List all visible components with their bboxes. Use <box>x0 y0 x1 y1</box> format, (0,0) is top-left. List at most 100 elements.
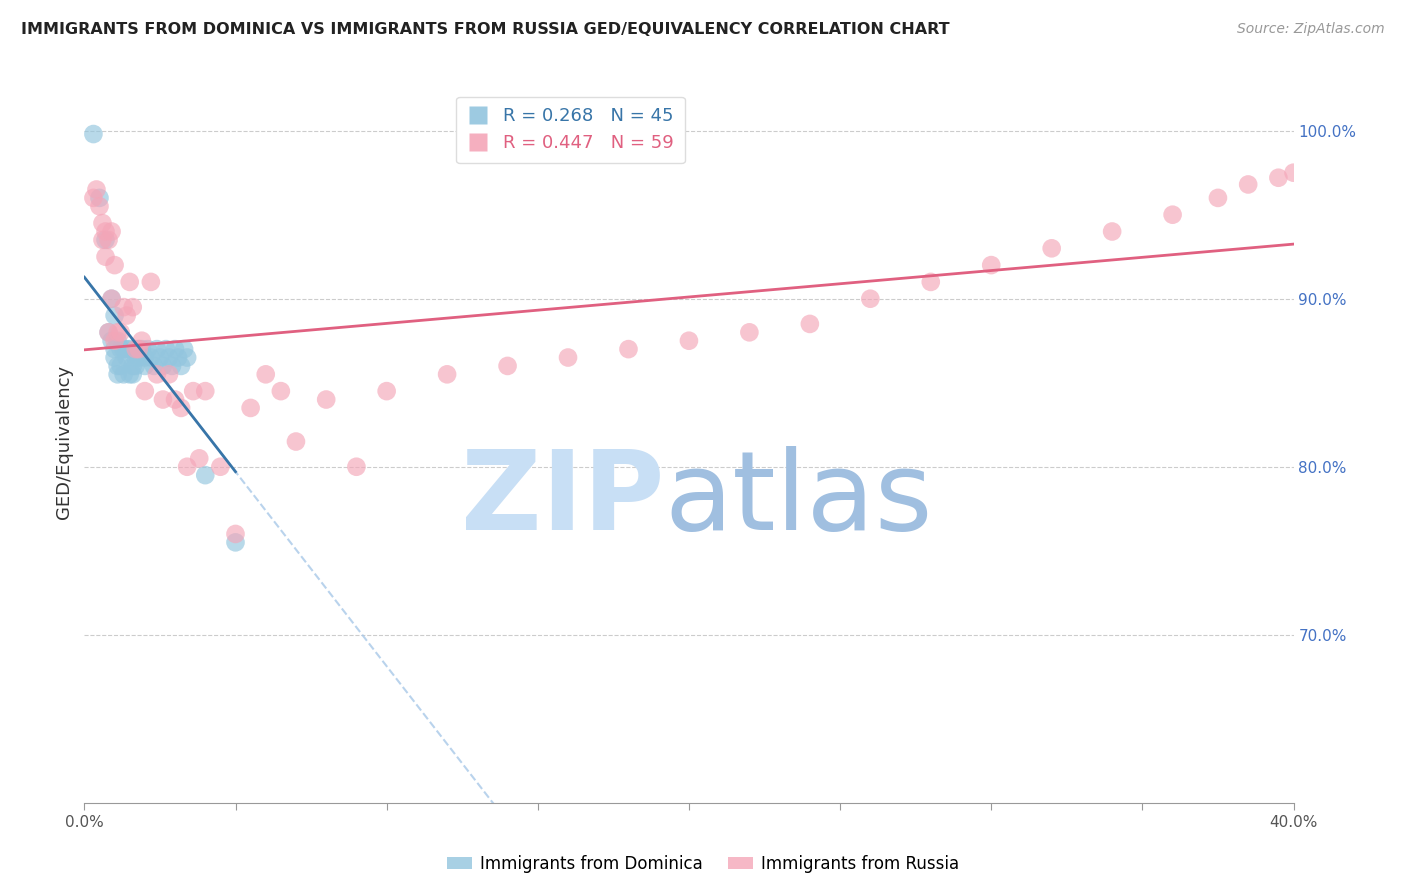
Point <box>91 216 114 230</box>
Point <box>225 535 247 549</box>
Point <box>121 300 143 314</box>
Point <box>100 334 122 348</box>
Point <box>134 351 156 365</box>
Point <box>239 401 262 415</box>
Point <box>136 342 159 356</box>
Point <box>110 342 132 356</box>
Point <box>82 191 104 205</box>
Point <box>91 233 114 247</box>
Point <box>125 359 148 373</box>
Point <box>170 401 193 415</box>
Point <box>107 368 129 382</box>
Point <box>82 127 104 141</box>
Point <box>131 334 153 348</box>
Point <box>1040 241 1063 255</box>
Point <box>131 342 153 356</box>
Point <box>165 392 187 407</box>
Point <box>160 359 183 373</box>
Point <box>107 326 129 340</box>
Text: Source: ZipAtlas.com: Source: ZipAtlas.com <box>1237 22 1385 37</box>
Point <box>110 359 132 373</box>
Point <box>118 275 141 289</box>
Point <box>97 233 120 247</box>
Point <box>170 359 193 373</box>
Point <box>121 368 143 382</box>
Point <box>225 527 247 541</box>
Point <box>165 342 187 356</box>
Point <box>128 351 150 365</box>
Point <box>107 359 129 373</box>
Point <box>176 459 198 474</box>
Point <box>315 392 337 407</box>
Point <box>678 334 700 348</box>
Point <box>134 384 156 398</box>
Point <box>1267 170 1289 185</box>
Point <box>254 368 277 382</box>
Point <box>738 326 761 340</box>
Point <box>94 233 117 247</box>
Point <box>139 351 162 365</box>
Point <box>157 368 180 382</box>
Point <box>118 342 141 356</box>
Point <box>1237 178 1260 192</box>
Point <box>128 342 150 356</box>
Point <box>436 368 458 382</box>
Point <box>375 384 398 398</box>
Point <box>107 334 129 348</box>
Point <box>346 459 368 474</box>
Point <box>146 342 169 356</box>
Point <box>859 292 882 306</box>
Point <box>121 359 143 373</box>
Point <box>100 292 122 306</box>
Point <box>142 359 165 373</box>
Point <box>125 342 148 356</box>
Point <box>139 275 162 289</box>
Point <box>157 351 180 365</box>
Point <box>112 368 135 382</box>
Point <box>100 292 122 306</box>
Point <box>181 384 204 398</box>
Point <box>1282 166 1305 180</box>
Point <box>188 451 211 466</box>
Point <box>94 225 117 239</box>
Point <box>128 342 150 356</box>
Point <box>152 392 174 407</box>
Point <box>1206 191 1229 205</box>
Legend: R = 0.268   N = 45, R = 0.447   N = 59: R = 0.268 N = 45, R = 0.447 N = 59 <box>456 96 685 163</box>
Point <box>194 468 217 483</box>
Point <box>94 250 117 264</box>
Point <box>920 275 942 289</box>
Point <box>125 351 148 365</box>
Point <box>557 351 579 365</box>
Point <box>799 317 821 331</box>
Point <box>97 326 120 340</box>
Point <box>97 326 120 340</box>
Point <box>104 342 127 356</box>
Point <box>115 309 138 323</box>
Point <box>89 191 111 205</box>
Point <box>149 351 172 365</box>
Point <box>104 351 127 365</box>
Point <box>1161 208 1184 222</box>
Point <box>980 258 1002 272</box>
Point <box>89 199 111 213</box>
Point <box>1101 225 1123 239</box>
Point <box>112 342 135 356</box>
Point <box>496 359 519 373</box>
Text: IMMIGRANTS FROM DOMINICA VS IMMIGRANTS FROM RUSSIA GED/EQUIVALENCY CORRELATION C: IMMIGRANTS FROM DOMINICA VS IMMIGRANTS F… <box>21 22 949 37</box>
Point <box>617 342 640 356</box>
Point <box>104 258 127 272</box>
Legend: Immigrants from Dominica, Immigrants from Russia: Immigrants from Dominica, Immigrants fro… <box>440 848 966 880</box>
Point <box>115 342 138 356</box>
Point <box>209 459 232 474</box>
Text: atlas: atlas <box>665 446 934 553</box>
Point <box>100 225 122 239</box>
Point <box>146 368 169 382</box>
Point <box>118 368 141 382</box>
Point <box>285 434 308 449</box>
Point <box>152 359 174 373</box>
Point <box>86 182 108 196</box>
Point <box>173 342 195 356</box>
Point <box>176 351 198 365</box>
Text: ZIP: ZIP <box>461 446 665 553</box>
